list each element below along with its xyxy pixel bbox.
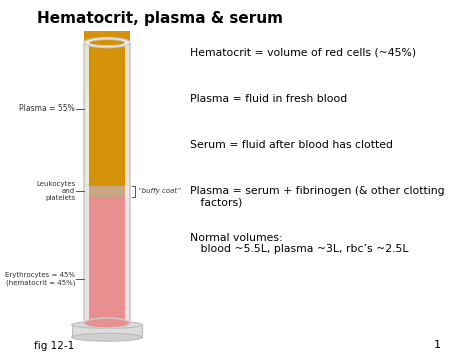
- Ellipse shape: [84, 38, 130, 48]
- Text: Normal volumes:
   blood ~5.5L, plasma ~3L, rbc’s ~2.5L: Normal volumes: blood ~5.5L, plasma ~3L,…: [190, 233, 409, 254]
- Text: Hematocrit = volume of red cells (~45%): Hematocrit = volume of red cells (~45%): [190, 48, 416, 58]
- Text: “buffy coat”: “buffy coat”: [138, 188, 181, 194]
- Bar: [125, 43, 130, 323]
- Text: Plasma = serum + fibrinogen (& other clotting
   factors): Plasma = serum + fibrinogen (& other clo…: [190, 186, 445, 208]
- Ellipse shape: [84, 318, 130, 328]
- Bar: [86, 89, 89, 182]
- Bar: [84, 43, 89, 323]
- Text: Hematocrit, plasma & serum: Hematocrit, plasma & serum: [36, 11, 283, 26]
- Text: Leukocytes
and
platelets: Leukocytes and platelets: [36, 181, 75, 201]
- Ellipse shape: [89, 40, 125, 45]
- Bar: [84, 186, 130, 197]
- Bar: [84, 31, 130, 186]
- Bar: [84, 197, 130, 323]
- Bar: [84, 43, 130, 323]
- Text: 1: 1: [434, 340, 441, 350]
- Bar: [72, 325, 142, 337]
- Text: Serum = fluid after blood has clotted: Serum = fluid after blood has clotted: [190, 140, 393, 150]
- Text: Erythrocytes = 45%
(hematocrit = 45%): Erythrocytes = 45% (hematocrit = 45%): [5, 272, 75, 286]
- Ellipse shape: [72, 321, 142, 328]
- Ellipse shape: [72, 333, 142, 341]
- Text: fig 12-1: fig 12-1: [35, 342, 75, 351]
- Text: Plasma = fluid in fresh blood: Plasma = fluid in fresh blood: [190, 94, 347, 104]
- Text: Plasma = 55%: Plasma = 55%: [19, 104, 75, 113]
